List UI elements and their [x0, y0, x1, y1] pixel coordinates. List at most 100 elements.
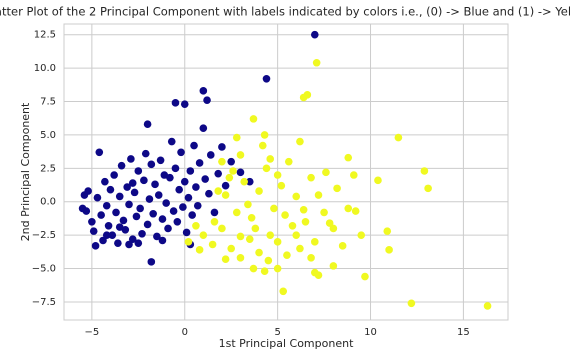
point	[232, 133, 241, 142]
point	[91, 242, 100, 250]
point	[218, 157, 226, 166]
point	[80, 191, 89, 199]
point	[143, 120, 152, 129]
point	[164, 224, 172, 233]
point	[147, 258, 156, 266]
point	[383, 227, 392, 235]
point	[143, 220, 152, 229]
point	[145, 195, 154, 203]
point	[310, 30, 319, 39]
point	[153, 232, 161, 241]
point	[201, 175, 209, 183]
point	[374, 176, 382, 185]
point	[270, 204, 278, 213]
point	[106, 185, 115, 194]
point	[171, 164, 180, 173]
point	[162, 199, 170, 207]
point	[260, 131, 269, 139]
point	[193, 201, 202, 210]
point	[184, 193, 193, 202]
point	[227, 244, 235, 253]
point	[357, 231, 366, 239]
point	[218, 143, 226, 151]
point	[208, 240, 217, 249]
point	[188, 211, 196, 219]
point	[320, 208, 328, 217]
point	[192, 221, 200, 230]
point	[179, 203, 187, 211]
point	[296, 244, 304, 253]
point	[138, 230, 146, 238]
point	[147, 160, 156, 169]
point	[251, 224, 260, 233]
point	[288, 221, 297, 230]
point	[483, 302, 492, 310]
point	[292, 231, 301, 239]
point	[182, 228, 191, 237]
x-tick-label: 0	[182, 327, 188, 338]
point	[279, 287, 288, 296]
point	[167, 137, 176, 146]
point	[266, 155, 275, 163]
point	[180, 177, 189, 186]
point	[184, 238, 193, 246]
point	[273, 264, 282, 273]
point	[351, 207, 360, 215]
chart-title: Scatter Plot of the 2 Principal Componen…	[0, 5, 571, 19]
point	[169, 207, 178, 215]
y-tick-label: 12.5	[34, 30, 56, 41]
x-tick-label: 10	[364, 327, 377, 338]
point	[95, 148, 104, 157]
point	[260, 267, 269, 276]
point	[89, 227, 98, 235]
point	[385, 246, 393, 254]
point	[102, 231, 111, 239]
point	[245, 235, 254, 243]
point	[104, 221, 113, 230]
point	[210, 217, 219, 226]
point	[195, 246, 204, 254]
point	[307, 173, 315, 182]
point	[273, 238, 282, 246]
point	[277, 181, 286, 190]
point	[128, 235, 137, 243]
point	[156, 156, 165, 165]
y-axis-label: 2nd Principal Component	[19, 102, 32, 241]
point	[310, 238, 319, 246]
point	[312, 58, 321, 67]
point	[299, 93, 308, 102]
point	[314, 191, 323, 199]
point	[322, 168, 330, 177]
point	[102, 201, 111, 210]
point	[407, 299, 416, 308]
point	[141, 149, 150, 158]
point	[134, 239, 143, 247]
point	[112, 208, 120, 217]
point	[128, 179, 137, 187]
point	[214, 187, 222, 195]
point	[240, 177, 249, 186]
point	[97, 211, 105, 219]
point	[284, 157, 293, 166]
point	[333, 184, 341, 193]
point	[158, 236, 167, 245]
point	[424, 184, 432, 193]
point	[245, 177, 254, 186]
point	[166, 173, 174, 182]
y-tick-label: −7.5	[32, 297, 56, 308]
point	[218, 224, 226, 233]
point	[125, 200, 133, 209]
x-tick-label: 15	[457, 327, 470, 338]
point	[101, 177, 109, 186]
point	[114, 239, 122, 247]
point	[205, 189, 213, 198]
point	[171, 99, 180, 107]
point	[123, 183, 131, 191]
point	[206, 151, 215, 159]
x-axis-label: 1st Principal Component	[219, 337, 354, 350]
point	[93, 193, 102, 202]
point	[329, 224, 338, 233]
point	[88, 217, 96, 226]
point	[236, 232, 245, 241]
